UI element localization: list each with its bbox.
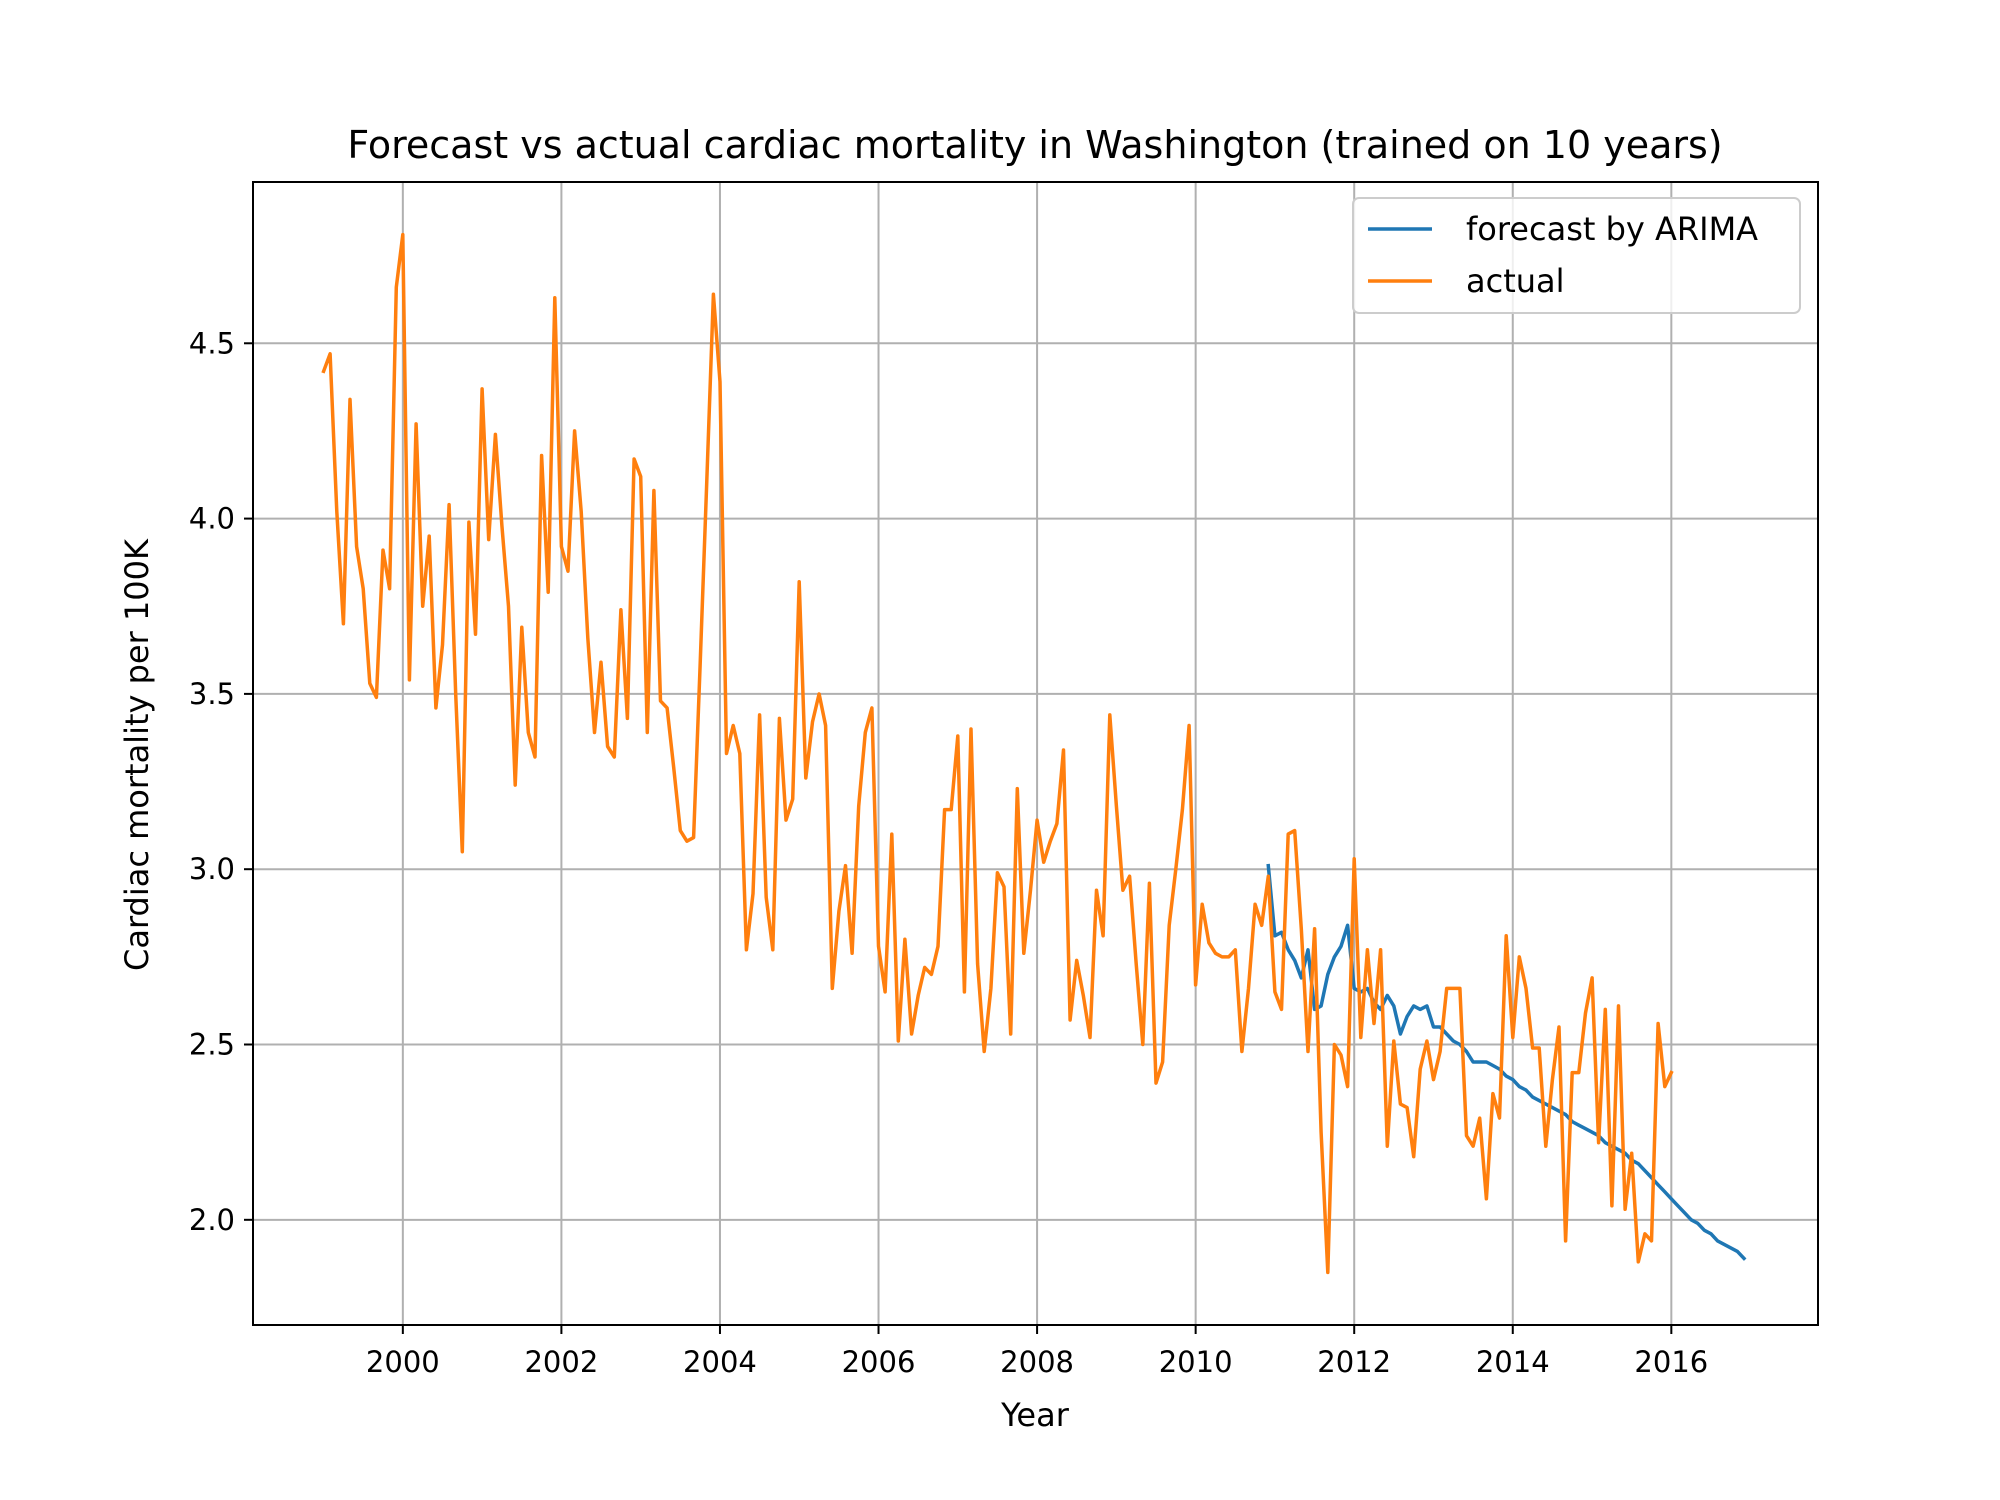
x-tick-label: 2002	[524, 1345, 598, 1379]
plot-area-frame	[252, 181, 1819, 1326]
y-tick-label: 3.5	[189, 677, 235, 711]
legend-box	[1352, 197, 1801, 314]
legend: forecast by ARIMA actual	[1352, 197, 1801, 314]
x-tick-label: 2012	[1317, 1345, 1391, 1379]
x-tick-label: 2008	[1000, 1345, 1074, 1379]
y-tick-label: 4.5	[189, 326, 235, 360]
x-tick-label: 2014	[1476, 1345, 1550, 1379]
x-axis-label: Year	[1000, 1396, 1070, 1434]
y-tick-label: 2.0	[189, 1203, 235, 1237]
actual-series-line	[321, 232, 1674, 1275]
y-tick-label: 4.0	[189, 502, 235, 536]
forecast-series-line	[1266, 863, 1747, 1261]
x-axis-ticks: 2000 2002 2004 2006 2008 2010 2012 2014 2016	[366, 1325, 1708, 1379]
x-tick-label: 2010	[1159, 1345, 1233, 1379]
legend-label-forecast: forecast by ARIMA	[1466, 210, 1758, 248]
chart-title: Forecast vs actual cardiac mortality in …	[347, 123, 1722, 167]
legend-label-actual: actual	[1466, 262, 1565, 300]
y-tick-label: 2.5	[189, 1028, 235, 1062]
y-tick-label: 3.0	[189, 852, 235, 886]
x-tick-label: 2016	[1634, 1345, 1708, 1379]
y-axis-ticks: 2.0 2.5 3.0 3.5 4.0 4.5	[189, 326, 253, 1237]
y-axis-label: Cardiac mortality per 100K	[118, 538, 156, 971]
x-tick-label: 2004	[683, 1345, 757, 1379]
x-tick-label: 2006	[842, 1345, 916, 1379]
series-lines	[321, 232, 1747, 1275]
x-tick-label: 2000	[366, 1345, 440, 1379]
